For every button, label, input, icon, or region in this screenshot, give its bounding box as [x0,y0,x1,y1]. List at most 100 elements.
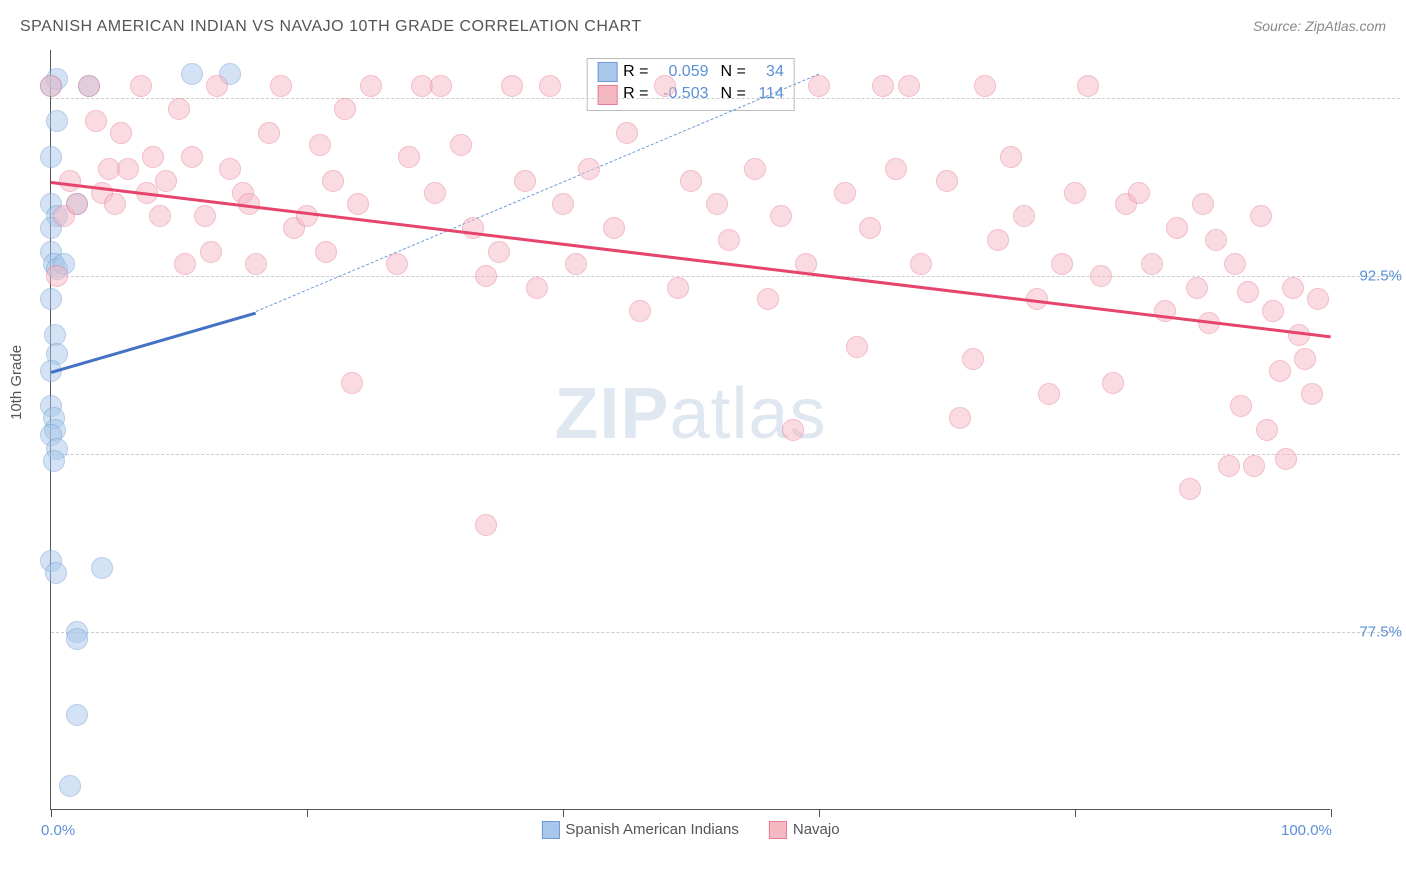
data-point [245,253,267,275]
data-point [66,628,88,650]
series-legend: Spanish American Indians Navajo [541,821,839,839]
data-point [1013,205,1035,227]
data-point [296,205,318,227]
scatter-plot: ZIPatlas R = 0.059 N = 34 R = -0.503 N =… [50,50,1330,810]
data-point [309,134,331,156]
x-tick [307,809,308,817]
data-point [539,75,561,97]
data-point [66,704,88,726]
data-point [40,288,62,310]
data-point [334,98,356,120]
data-point [258,122,280,144]
data-point [629,300,651,322]
r-label: R = [623,83,648,105]
data-point [66,193,88,215]
x-tick [563,809,564,817]
data-point [59,775,81,797]
y-tick-label: 77.5% [1359,623,1402,640]
data-point [552,193,574,215]
data-point [872,75,894,97]
data-point [1256,419,1278,441]
data-point [1237,281,1259,303]
data-point [1166,217,1188,239]
data-point [488,241,510,263]
data-point [885,158,907,180]
data-point [1192,193,1214,215]
data-point [398,146,420,168]
data-point [1205,229,1227,251]
data-point [654,75,676,97]
data-point [1038,383,1060,405]
data-point [110,122,132,144]
data-point [1294,348,1316,370]
data-point [142,146,164,168]
correlation-legend: R = 0.059 N = 34 R = -0.503 N = 114 [586,58,795,111]
data-point [1141,253,1163,275]
data-point [322,170,344,192]
data-point [846,336,868,358]
data-point [718,229,740,251]
data-point [1262,300,1284,322]
data-point [1301,383,1323,405]
data-point [78,75,100,97]
data-point [462,217,484,239]
data-point [1102,372,1124,394]
n-label: N = [721,61,746,83]
data-point [450,134,472,156]
data-point [315,241,337,263]
x-tick [1331,809,1332,817]
trend-line [51,311,256,373]
n-label: N = [721,83,746,105]
data-point [1186,277,1208,299]
data-point [40,75,62,97]
data-point [46,265,68,287]
watermark: ZIPatlas [554,373,826,455]
data-point [514,170,536,192]
legend-item-2: Navajo [769,821,840,839]
trend-line [51,181,1331,338]
data-point [475,265,497,287]
data-point [40,146,62,168]
data-point [1064,182,1086,204]
legend-row-series2: R = -0.503 N = 114 [597,83,784,105]
data-point [1128,182,1150,204]
data-point [155,170,177,192]
data-point [91,557,113,579]
data-point [200,241,222,263]
data-point [181,146,203,168]
data-point [1051,253,1073,275]
gridline [51,454,1400,455]
gridline [51,632,1400,633]
data-point [859,217,881,239]
data-point [1218,455,1240,477]
data-point [174,253,196,275]
data-point [962,348,984,370]
x-tick [1075,809,1076,817]
data-point [270,75,292,97]
data-point [430,75,452,97]
data-point [744,158,766,180]
data-point [974,75,996,97]
data-point [770,205,792,227]
gridline [51,98,1400,99]
data-point [386,253,408,275]
data-point [834,182,856,204]
data-point [85,110,107,132]
x-tick [51,809,52,817]
data-point [1090,265,1112,287]
data-point [1224,253,1246,275]
data-point [782,419,804,441]
data-point [219,158,241,180]
data-point [565,253,587,275]
data-point [987,229,1009,251]
data-point [898,75,920,97]
x-tick-label: 100.0% [1281,822,1332,839]
y-axis-label: 10th Grade [8,345,25,420]
x-tick-label: 0.0% [41,822,75,839]
legend-item-1: Spanish American Indians [541,821,738,839]
data-point [45,562,67,584]
legend-swatch-icon [769,821,787,839]
data-point [181,63,203,85]
data-point [1000,146,1022,168]
data-point [1307,288,1329,310]
